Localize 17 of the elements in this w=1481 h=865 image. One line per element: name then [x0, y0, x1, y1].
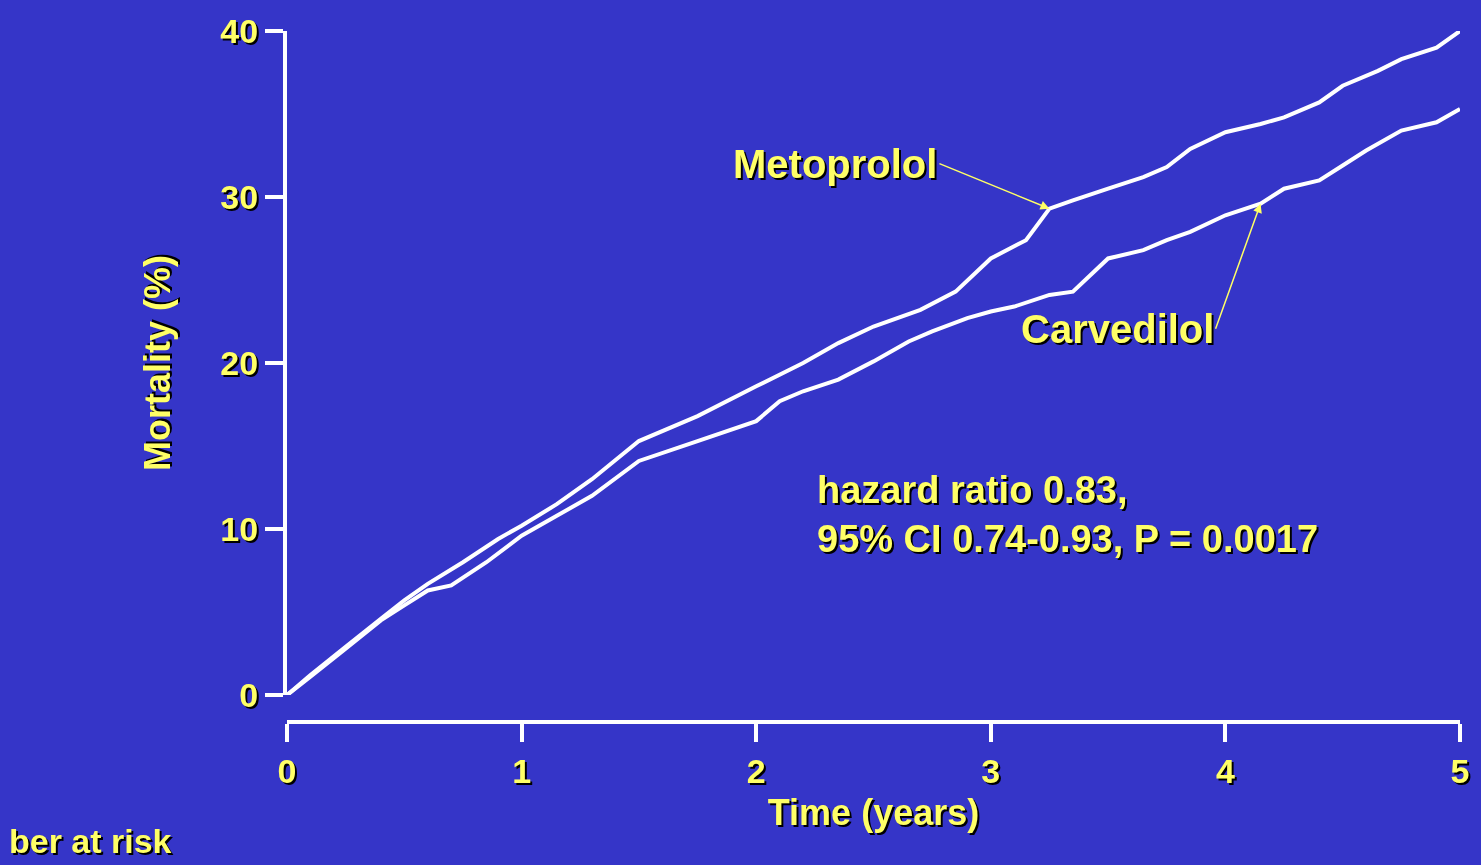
x-tick-label: 3: [981, 751, 1001, 790]
y-tick-label: 40: [220, 11, 259, 50]
y-tick-label: 0: [239, 675, 259, 714]
annotation: hazard ratio 0.83, 95% CI 0.74-0.93, P = 0.0017: [817, 469, 1319, 561]
x-axis-title: Time (years): [767, 792, 980, 833]
annotation: Metoprolol: [733, 142, 938, 186]
y-axis-title: Mortality (%): [136, 255, 178, 472]
y-tick-label: 30: [220, 177, 259, 216]
text: ber at risk: [9, 822, 172, 860]
y-tick-label: 10: [220, 509, 259, 548]
x-tick-label: 2: [746, 751, 766, 790]
annotation: Carvedilol: [1021, 307, 1215, 351]
x-tick-label: 4: [1215, 751, 1235, 790]
y-tick-label: 20: [220, 343, 259, 382]
x-tick-label: 0: [277, 751, 297, 790]
x-tick-label: 5: [1450, 751, 1470, 790]
x-tick-label: 1: [512, 751, 532, 790]
